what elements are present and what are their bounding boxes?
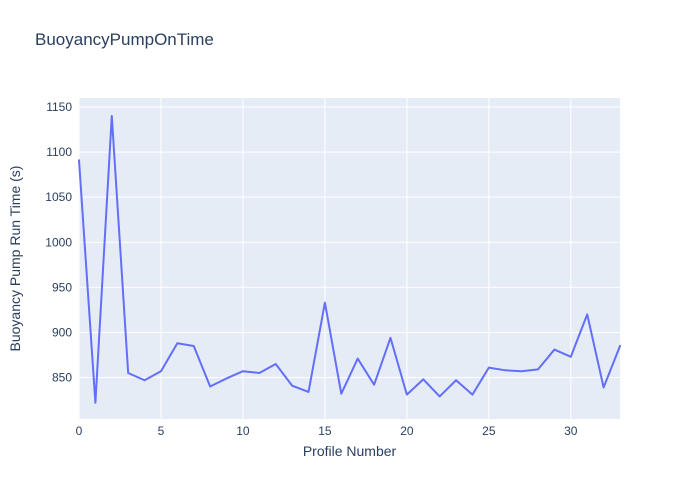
x-tick-label: 10 [236,424,250,438]
y-tick-label: 1000 [45,235,72,249]
x-tick-label: 5 [158,424,165,438]
x-tick-label: 15 [318,424,332,438]
x-axis-title: Profile Number [303,443,397,459]
y-tick-label: 1050 [45,190,72,204]
y-axis-title: Buoyancy Pump Run Time (s) [7,166,23,352]
y-tick-label: 950 [52,280,72,294]
x-tick-label: 20 [400,424,414,438]
y-tick-label: 900 [52,325,72,339]
chart-title: BuoyancyPumpOnTime [35,30,214,49]
x-tick-label: 25 [482,424,496,438]
y-tick-label: 1100 [46,145,72,159]
plot-area[interactable] [79,98,620,419]
data-line-series[interactable] [78,115,621,404]
y-tick-label: 1150 [46,100,72,114]
y-tick-label: 850 [52,371,72,385]
x-tick-label: 30 [564,424,578,438]
x-tick-label: 0 [76,424,83,438]
